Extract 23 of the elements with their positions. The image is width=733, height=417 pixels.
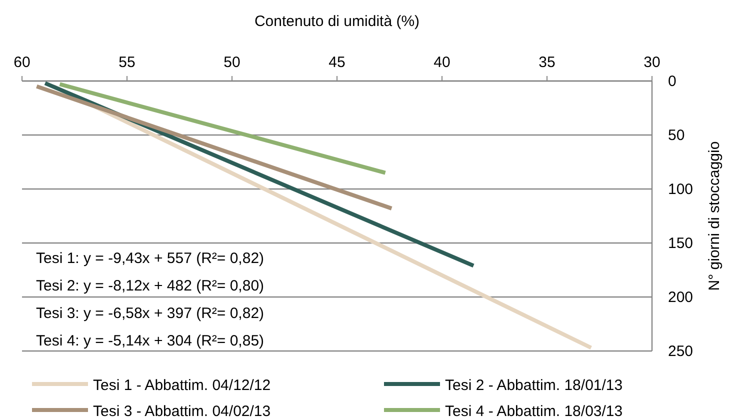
legend-label: Tesi 4 - Abbattim. 18/03/13 [445,403,623,417]
x-axis-title: Contenuto di umidità (%) [254,13,420,30]
x-tick-label: 40 [434,54,450,71]
annotation: Tesi 4: y = -5,14x + 304 (R²= 0,85) [36,332,264,350]
y-tick-label: 250 [668,343,694,360]
y-tick-label: 150 [668,235,694,252]
legend-label: Tesi 3 - Abbattim. 04/02/13 [93,403,271,417]
y-tick-label: 100 [668,181,694,198]
x-tick-label: 50 [224,54,240,71]
y-tick-label: 0 [668,73,676,90]
y-tick-label: 200 [668,289,694,306]
legend-label: Tesi 1 - Abbattim. 04/12/12 [93,377,271,394]
annotation: Tesi 2: y = -8,12x + 482 (R²= 0,80) [36,278,264,294]
y-tick-label: 50 [668,127,685,144]
x-tick-label: 60 [14,54,30,71]
x-tick-label: 55 [118,54,136,71]
x-tick-label: 35 [538,54,556,71]
annotation: Tesi 3: y = -6,58x + 397 (R²= 0,82) [36,305,264,322]
legend-label: Tesi 2 - Abbattim. 18/01/13 [445,377,623,394]
annotation: Tesi 1: y = -9,43x + 557 (R²= 0,82) [36,250,264,267]
x-tick-label: 45 [328,54,346,71]
x-tick-label: 30 [644,54,660,71]
y-axis-title: N° giorni di stoccaggio [706,141,723,291]
